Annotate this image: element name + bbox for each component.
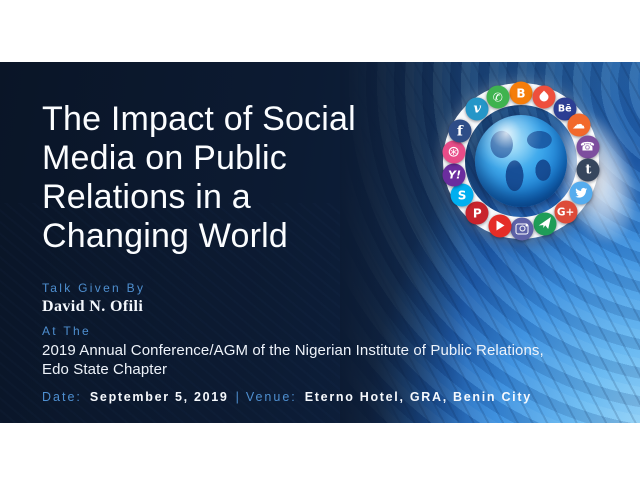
title-line-3: Relations in a [42, 178, 251, 216]
separator: | [235, 390, 239, 404]
event-line-2: Edo State Chapter [42, 361, 168, 378]
title-line-1: The Impact of Social [42, 100, 356, 138]
speaker-block: Talk Given By David N. Ofili [42, 281, 145, 316]
facebook-icon: f [448, 119, 472, 143]
presentation-slide: The Impact of Social Media on Public Rel… [0, 62, 640, 423]
title-line-2: Media on Public [42, 139, 287, 177]
venue-value: Eterno Hotel, GRA, Benin City [304, 390, 532, 404]
speaker-label: Talk Given By [42, 281, 146, 295]
slide-title: The Impact of Social Media on Public Rel… [42, 100, 472, 256]
event-block: At The 2019 Annual Conference/AGM of the… [42, 324, 544, 379]
yahoo-icon: Y! [442, 163, 466, 187]
earth-globe [475, 115, 567, 207]
speaker-name: David N. Ofili [42, 298, 144, 315]
vimeo-icon: v [465, 97, 489, 121]
paper-plane-icon [533, 212, 557, 236]
venue-label: Venue: [245, 390, 297, 404]
event-description: 2019 Annual Conference/AGM of the Nigeri… [42, 341, 544, 379]
googleplus-icon: G+ [554, 200, 578, 224]
twitter-icon [569, 181, 593, 205]
soundcloud-icon: ☁ [567, 113, 591, 137]
dribbble-icon: ⊛ [442, 140, 466, 164]
date-value: September 5, 2019 [89, 390, 229, 404]
whatsapp-icon: ✆ [486, 85, 510, 109]
behance-icon: Bē [553, 97, 577, 121]
tumblr-icon: t [576, 158, 600, 182]
skype-icon: S [450, 183, 474, 207]
pinterest-icon: P [465, 201, 489, 225]
date-label: Date: [42, 390, 82, 404]
viber-icon: ☎ [576, 135, 599, 159]
date-venue-line: Date: September 5, 2019 | Venue: Eterno Hote… [42, 390, 532, 404]
social-media-globe-graphic: B Bē ☁ ☎ t G+ P S Y! ⊛ f v ✆ [431, 71, 640, 256]
event-label: At The [42, 324, 91, 338]
tinder-icon [532, 85, 556, 109]
blogger-icon: B [509, 81, 533, 105]
event-line-1: 2019 Annual Conference/AGM of the Nigeri… [42, 342, 544, 359]
youtube-icon [488, 214, 512, 238]
instagram-icon [510, 217, 534, 241]
title-line-4: Changing World [42, 217, 288, 255]
